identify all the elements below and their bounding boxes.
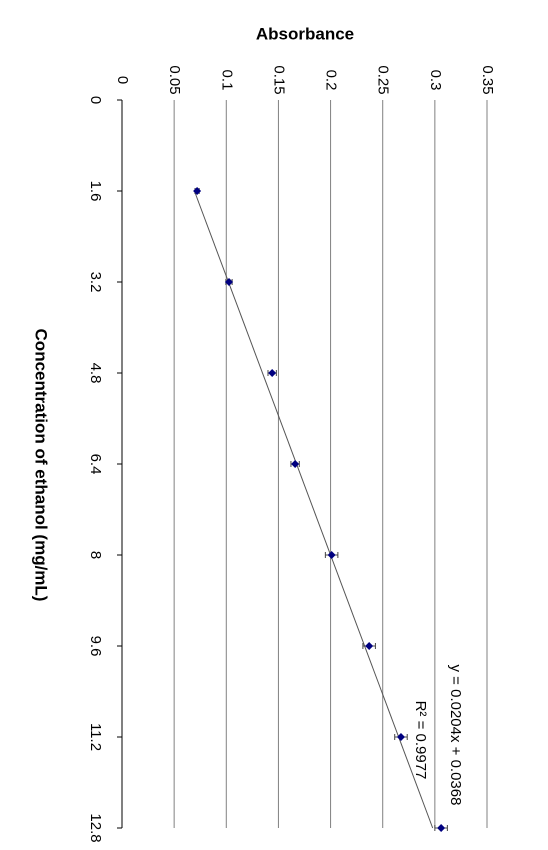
- y-axis-title: Absorbance: [256, 24, 354, 43]
- marker: [437, 824, 446, 832]
- x-tick-label: 12.8: [87, 813, 104, 842]
- y-tick-label: 0.1: [218, 70, 235, 91]
- x-tick-label: 3.2: [87, 272, 104, 293]
- y-tick-label: 0.15: [270, 65, 287, 94]
- x-tick-label: 4.8: [87, 363, 104, 384]
- y-tick-label: 0.3: [427, 70, 444, 91]
- x-axis-title: Concentration of ethanol (mg/mL): [32, 329, 51, 602]
- trendline: [193, 190, 434, 829]
- y-tick-label: 0.2: [323, 70, 340, 91]
- marker: [396, 733, 405, 741]
- x-tick-label: 8: [87, 551, 104, 559]
- marker: [365, 642, 374, 650]
- marker: [224, 278, 233, 286]
- x-tick-label: 9.6: [87, 636, 104, 657]
- y-tick-label: 0.25: [375, 65, 392, 94]
- x-tick-label: 11.2: [87, 723, 104, 751]
- annotation: R² = 0.9977: [412, 701, 429, 780]
- marker: [291, 460, 300, 468]
- y-tick-label: 0.05: [166, 65, 183, 94]
- y-tick-label: 0: [114, 76, 131, 84]
- y-tick-label: 0.35: [479, 65, 496, 94]
- marker: [268, 369, 277, 377]
- marker: [193, 187, 202, 195]
- x-tick-label: 1.6: [87, 181, 104, 202]
- x-tick-label: 0: [87, 96, 104, 104]
- annotation: y = 0.0204x + 0.0368: [447, 665, 464, 806]
- x-tick-label: 6.4: [87, 454, 104, 475]
- marker: [327, 551, 336, 559]
